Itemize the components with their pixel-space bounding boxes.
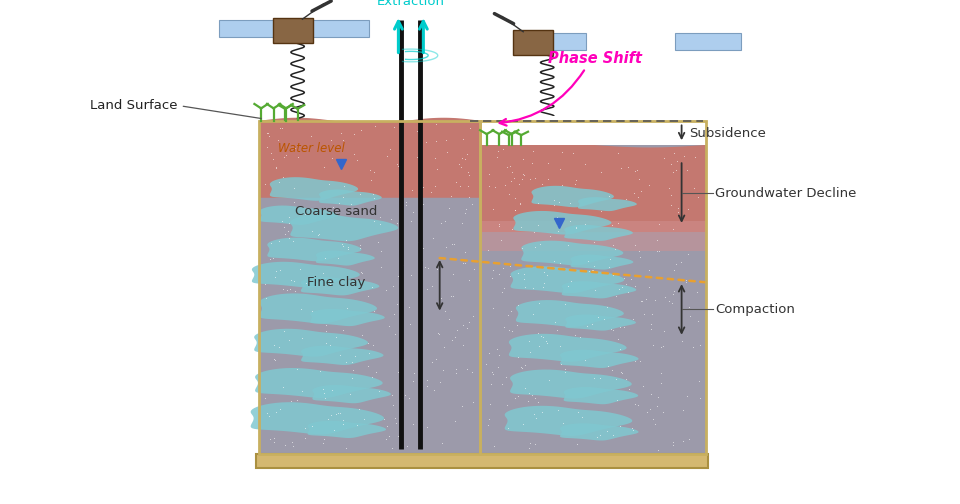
Text: Subsidence: Subsidence <box>689 127 766 140</box>
Text: Fine clay: Fine clay <box>307 276 365 289</box>
Polygon shape <box>560 423 638 440</box>
FancyBboxPatch shape <box>219 20 285 37</box>
FancyBboxPatch shape <box>480 221 706 251</box>
Polygon shape <box>255 368 383 398</box>
Polygon shape <box>509 334 627 362</box>
Text: Groundwater
Extraction: Groundwater Extraction <box>368 0 454 8</box>
Polygon shape <box>252 262 360 288</box>
Polygon shape <box>307 421 386 438</box>
Text: Coarse sand: Coarse sand <box>295 205 377 218</box>
Polygon shape <box>301 346 384 365</box>
Polygon shape <box>267 238 362 261</box>
FancyBboxPatch shape <box>675 33 741 50</box>
Polygon shape <box>251 402 384 434</box>
FancyBboxPatch shape <box>259 121 480 454</box>
FancyBboxPatch shape <box>259 121 480 197</box>
Polygon shape <box>505 406 633 436</box>
Polygon shape <box>516 300 624 327</box>
Polygon shape <box>564 225 633 241</box>
Polygon shape <box>316 250 374 266</box>
Polygon shape <box>560 350 638 368</box>
Polygon shape <box>259 293 377 324</box>
Polygon shape <box>511 266 624 293</box>
FancyBboxPatch shape <box>513 30 553 55</box>
Text: Compaction: Compaction <box>715 303 795 316</box>
Polygon shape <box>312 385 391 403</box>
Polygon shape <box>532 186 614 207</box>
FancyBboxPatch shape <box>519 33 586 50</box>
Text: Groundwater Decline: Groundwater Decline <box>715 186 856 200</box>
Polygon shape <box>270 177 358 201</box>
Polygon shape <box>254 329 368 357</box>
Polygon shape <box>300 277 379 295</box>
Text: Water level: Water level <box>278 142 346 155</box>
Polygon shape <box>562 281 636 298</box>
Polygon shape <box>521 240 623 266</box>
Polygon shape <box>514 211 612 234</box>
FancyBboxPatch shape <box>256 454 708 468</box>
Polygon shape <box>564 387 638 404</box>
FancyBboxPatch shape <box>480 121 706 454</box>
Text: Phase Shift: Phase Shift <box>548 50 642 66</box>
Polygon shape <box>319 190 382 206</box>
Polygon shape <box>290 214 398 241</box>
FancyBboxPatch shape <box>273 18 313 43</box>
Polygon shape <box>578 197 636 211</box>
FancyBboxPatch shape <box>302 20 369 37</box>
Polygon shape <box>565 314 636 331</box>
Polygon shape <box>570 255 634 270</box>
Polygon shape <box>310 309 385 326</box>
Polygon shape <box>510 369 632 399</box>
FancyBboxPatch shape <box>480 116 706 145</box>
Polygon shape <box>259 206 338 225</box>
Text: Land Surface: Land Surface <box>90 99 178 112</box>
